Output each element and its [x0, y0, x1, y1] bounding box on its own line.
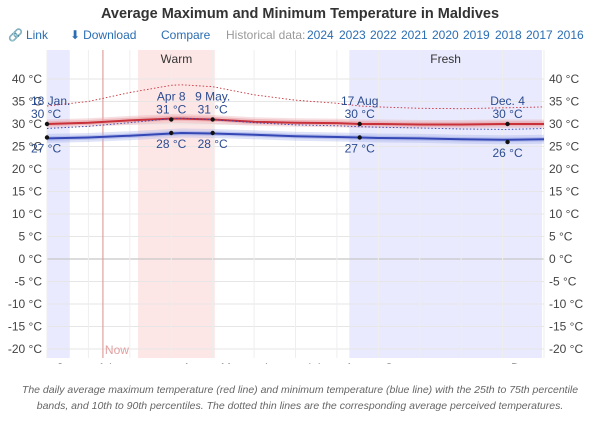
compare-button[interactable]: Compare [161, 28, 211, 42]
season-label: Warm [161, 52, 193, 66]
y-tick-label-left: 35 °C [12, 95, 42, 109]
y-tick-label-right: -5 °C [549, 275, 577, 289]
x-tick-label: feb. [99, 361, 119, 364]
max-point [169, 117, 174, 122]
x-tick-label: jun. [264, 361, 284, 364]
min-point [505, 139, 510, 145]
year-link-2021[interactable]: 2021 [401, 28, 428, 42]
season-label: Fresh [430, 52, 461, 66]
y-tick-label-left: 40 °C [12, 72, 42, 86]
y-tick-label-right: 25 °C [549, 140, 579, 154]
annotation-date: Dec. 4 [490, 94, 525, 108]
x-tick-label: May. [221, 361, 246, 364]
y-tick-label-left: 20 °C [12, 162, 42, 176]
chart-title: Average Maximum and Minimum Temperature … [100, 6, 500, 22]
chart-caption: The daily average maximum temperature (r… [21, 384, 579, 412]
toolbar: 🔗 Link ⬇ Download Compare Historical data:… [8, 28, 598, 44]
x-tick-label: jul. [308, 361, 324, 364]
y-tick-label-right: -15 °C [549, 320, 583, 334]
year-link-2023[interactable]: 2023 [339, 28, 366, 42]
annotation-date: 9 May. [195, 90, 230, 104]
y-tick-label-left: 30 °C [12, 117, 42, 131]
y-tick-label-right: 35 °C [549, 95, 579, 109]
min-point [357, 135, 362, 140]
annotation-max-value: 31 °C [198, 103, 228, 117]
y-tick-label-left: -10 °C [8, 297, 42, 311]
annotation-min-value: 28 °C [198, 137, 228, 151]
historical-data-label: Historical data: [226, 28, 306, 42]
min-point [169, 130, 174, 136]
x-tick-label: oct. [431, 361, 450, 364]
x-tick-label: Jan. [56, 361, 79, 364]
year-link-2016[interactable]: 2016 [557, 28, 584, 42]
y-tick-label-left: 15 °C [12, 185, 42, 199]
now-label: Now [105, 343, 129, 357]
max-point [210, 117, 215, 122]
max-point [357, 121, 362, 127]
x-tick-label: Sept. [385, 361, 413, 364]
annotation-max-value: 30 °C [345, 107, 375, 121]
y-tick-label-left: 5 °C [19, 230, 43, 244]
x-tick-label: Dec. [511, 361, 536, 364]
x-tick-label: sea. [139, 361, 162, 364]
annotation-date: Apr 8 [157, 90, 186, 104]
annotation-date: 18 Jan. [31, 94, 70, 108]
x-tick-label: Apr [183, 361, 202, 364]
download-label: Download [83, 28, 137, 42]
min-point [210, 130, 215, 136]
annotation-min-value: 27 °C [345, 142, 375, 156]
year-link-2018[interactable]: 2018 [495, 28, 522, 42]
link-label: Link [25, 28, 48, 42]
y-tick-label-left: -15 °C [8, 320, 42, 334]
year-link-2020[interactable]: 2020 [432, 28, 459, 42]
y-tick-label-right: 0 °C [549, 252, 573, 266]
y-tick-label-right: -20 °C [549, 342, 583, 356]
y-tick-label-left: -20 °C [8, 342, 42, 356]
y-tick-label-right: 5 °C [549, 230, 573, 244]
y-tick-label-right: 30 °C [549, 117, 579, 131]
y-tick-label-right: 20 °C [549, 162, 579, 176]
y-tick-label-right: 15 °C [549, 185, 579, 199]
link-icon: 🔗 [8, 28, 23, 42]
y-tick-label-left: 0 °C [19, 252, 43, 266]
annotation-date: 17 Aug [341, 94, 378, 108]
min-perceived-line [46, 117, 545, 130]
year-link-2024[interactable]: 2024 [307, 28, 334, 42]
x-tick-label: nov. [471, 361, 493, 364]
download-icon: ⬇ [70, 28, 81, 42]
y-tick-label-left: 10 °C [12, 207, 42, 221]
max-point [44, 121, 50, 127]
annotation-max-value: 31 °C [156, 103, 186, 117]
year-link-2019[interactable]: 2019 [463, 28, 490, 42]
download-button[interactable]: ⬇ Download [70, 28, 136, 42]
annotation-max-value: 30 °C [31, 107, 61, 121]
y-tick-label-right: -10 °C [549, 297, 583, 311]
max-perceived-line [46, 84, 545, 110]
y-tick-label-left: 25 °C [12, 140, 42, 154]
annotation-max-value: 30 °C [492, 107, 522, 121]
annotation-min-value: 26 °C [492, 146, 522, 160]
y-tick-label-left: -5 °C [15, 275, 43, 289]
min-temperature-line [46, 131, 545, 141]
max-temperature-line [46, 117, 544, 126]
year-link-2022[interactable]: 2022 [370, 28, 397, 42]
y-tick-label-right: 40 °C [549, 72, 579, 86]
link-button[interactable]: 🔗 Link [8, 28, 48, 42]
x-tick-label: Aug. [345, 361, 370, 364]
max-point [505, 121, 510, 127]
annotation-min-value: 27 °C [31, 142, 61, 156]
y-tick-label-right: 10 °C [549, 207, 579, 221]
year-link-2017[interactable]: 2017 [526, 28, 553, 42]
annotation-min-value: 28 °C [156, 137, 186, 151]
min-point [44, 135, 50, 140]
